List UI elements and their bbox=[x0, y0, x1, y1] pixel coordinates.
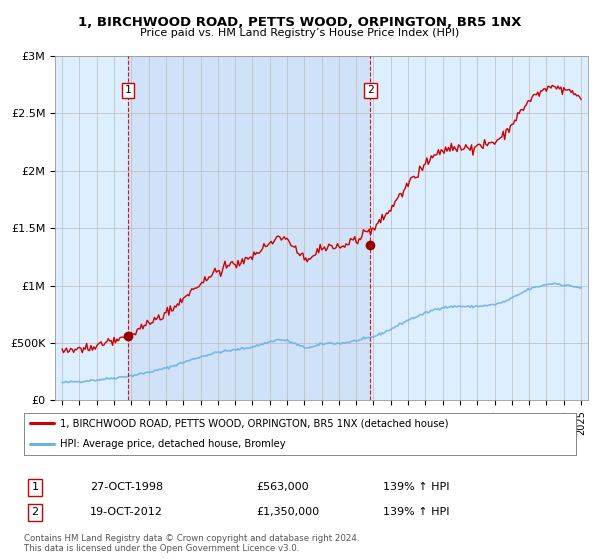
Text: £1,350,000: £1,350,000 bbox=[256, 507, 319, 517]
Text: HPI: Average price, detached house, Bromley: HPI: Average price, detached house, Brom… bbox=[60, 439, 286, 449]
Text: £563,000: £563,000 bbox=[256, 482, 308, 492]
Text: 139% ↑ HPI: 139% ↑ HPI bbox=[383, 482, 449, 492]
Text: Contains HM Land Registry data © Crown copyright and database right 2024.
This d: Contains HM Land Registry data © Crown c… bbox=[24, 534, 359, 553]
Text: 1, BIRCHWOOD ROAD, PETTS WOOD, ORPINGTON, BR5 1NX: 1, BIRCHWOOD ROAD, PETTS WOOD, ORPINGTON… bbox=[79, 16, 521, 29]
Text: Price paid vs. HM Land Registry’s House Price Index (HPI): Price paid vs. HM Land Registry’s House … bbox=[140, 28, 460, 38]
Text: 1, BIRCHWOOD ROAD, PETTS WOOD, ORPINGTON, BR5 1NX (detached house): 1, BIRCHWOOD ROAD, PETTS WOOD, ORPINGTON… bbox=[60, 418, 448, 428]
Text: 139% ↑ HPI: 139% ↑ HPI bbox=[383, 507, 449, 517]
Text: 2: 2 bbox=[367, 86, 374, 95]
Text: 27-OCT-1998: 27-OCT-1998 bbox=[90, 482, 163, 492]
Bar bbox=[128, 56, 370, 400]
Text: 2: 2 bbox=[31, 507, 38, 517]
Text: 1: 1 bbox=[32, 482, 38, 492]
Text: 19-OCT-2012: 19-OCT-2012 bbox=[90, 507, 163, 517]
Text: 1: 1 bbox=[125, 86, 131, 95]
